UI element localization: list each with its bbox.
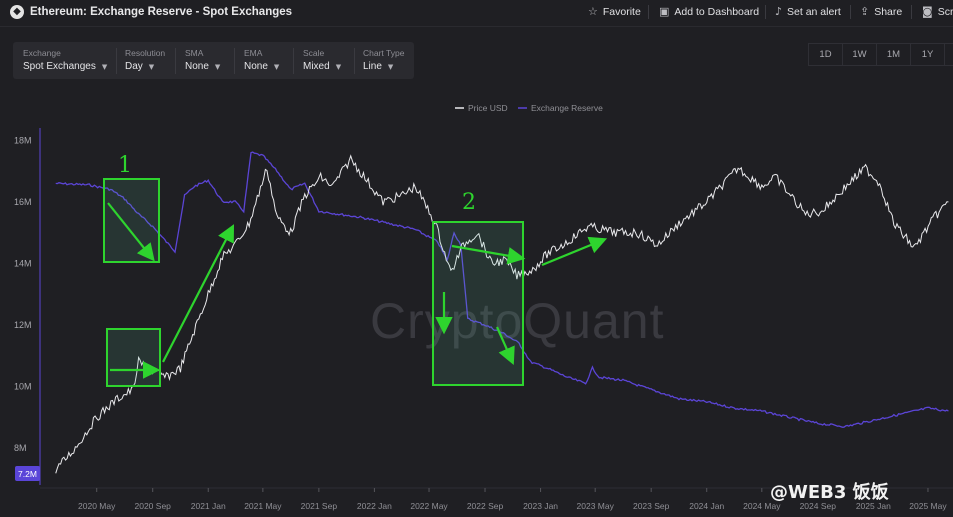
ema-label: EMA [244,48,263,58]
x-tick-label: 2023 Jan [523,501,558,511]
divider [354,48,355,74]
set-alert-button[interactable]: ♪ Set an alert [775,5,841,18]
resolution-value: Day [125,61,143,72]
share-icon: ⇪ [860,5,870,18]
camera-icon: ◙ [922,5,933,18]
add-dashboard-label: Add to Dashboard [674,5,760,18]
divider [234,48,235,74]
sma-select[interactable]: SMA None ▼ [185,48,220,72]
legend-entry: Price USD [468,103,508,113]
x-tick-label: 2021 May [244,501,282,511]
y-axis: 18M 16M 14M 12M 10M 8M [14,128,41,485]
divider [765,5,766,19]
scale-label: Scale [303,48,325,58]
add-to-dashboard-button[interactable]: ▣ Add to Dashboard [659,5,759,18]
caret-down-icon: ▼ [335,63,342,71]
x-tick-label: 2022 Jan [357,501,392,511]
exchange-label: Exchange [23,48,61,58]
chart-type-value: Line [363,61,382,72]
brand-overlay-text: @WEB3 饭饭 [770,482,889,503]
divider [293,48,294,74]
x-tick-label: 2024 Sep [800,501,837,511]
page-title: Ethereum: Exchange Reserve - Spot Exchan… [30,6,293,18]
divider [850,5,851,19]
y-tick-label: 16M [14,197,32,207]
brand-overlay: @WEB3 饭饭 [770,478,889,504]
filter-panel: Exchange Spot Exchanges ▼ Resolution Day ▼… [13,42,414,79]
annotation-box-2 [432,221,524,386]
dashboard-icon: ▣ [659,5,670,18]
y-tick-label: 12M [14,320,32,330]
ema-value: None [244,61,268,72]
x-tick-label: 2022 Sep [467,501,504,511]
annotation-arrow-up [162,224,235,363]
exchange-select[interactable]: Exchange Spot Exchanges ▼ [23,48,107,72]
chart-type-select[interactable]: Chart Type Line ▼ [363,48,404,72]
x-tick-label: 2021 Jan [191,501,226,511]
star-icon: ☆ [588,5,598,18]
sma-value: None [185,61,209,72]
cryptoquant-watermark: CryptoQuant [370,292,664,350]
range-selector: 1D 1W 1M 1Y Y [808,43,953,66]
annotation-arrow-right [451,244,526,265]
caret-down-icon: ▼ [214,63,221,71]
ethereum-logo-icon: ◆ [10,5,24,19]
divider [175,48,176,74]
legend-entry: Exchange Reserve [531,103,603,113]
screenshot-button[interactable]: ◙ Scr [922,5,953,18]
favorite-button[interactable]: ☆ Favorite [588,5,641,18]
share-button[interactable]: ⇪ Share [860,5,902,18]
y-tick-label: 10M [14,382,32,392]
annotation-arrow-down-3 [495,326,515,366]
caret-down-icon: ▼ [101,63,108,71]
chart-legend: Price USD Exchange Reserve [455,103,603,113]
x-tick-label: 2020 Sep [135,501,172,511]
current-value-badge: 7.2M [15,466,40,481]
top-bar: ◆ Ethereum: Exchange Reserve - Spot Exch… [0,0,953,27]
annotation-box-1 [103,178,160,263]
annotation-box-lower [106,328,161,387]
annotation-label-2: 2 [462,190,476,215]
bell-icon: ♪ [775,5,783,18]
divider [116,48,117,74]
annotation-label-1: 1 [118,153,132,178]
chart-type-label: Chart Type [363,48,405,58]
x-tick-label: 2022 May [410,501,448,511]
x-axis: 2020 May 2020 Sep 2021 Jan 2021 May 2021 Sep… [40,487,953,511]
y-tick-label: 14M [14,258,32,268]
annotation-layer: 12 [103,153,608,387]
y-tick-label: 8M [14,443,27,453]
set-alert-label: Set an alert [787,5,841,18]
caret-down-icon: ▼ [148,63,155,71]
x-tick-label: 2023 Sep [633,501,670,511]
x-tick-label: 2025 Jan [856,501,891,511]
scale-select[interactable]: Scale Mixed ▼ [303,48,341,72]
x-tick-label: 2021 Sep [301,501,338,511]
favorite-label: Favorite [602,5,641,18]
x-tick-label: 2020 May [78,501,116,511]
divider [648,5,649,19]
screenshot-label: Scr [937,5,953,18]
share-label: Share [874,5,903,18]
annotation-arrow-down-1 [107,202,155,262]
caret-down-icon: ▼ [387,63,394,71]
caret-down-icon: ▼ [273,63,280,71]
exchange-value: Spot Exchanges [23,61,96,72]
ema-select[interactable]: EMA None ▼ [244,48,279,72]
y-tick-label: 18M [14,135,32,145]
x-tick-label: 2024 May [743,501,781,511]
annotation-arrow-up-right [541,236,608,267]
x-tick-label: 2024 Jan [689,501,724,511]
range-all-button[interactable]: Y [944,43,953,66]
x-tick-label: 2025 May [909,501,947,511]
divider [911,5,912,19]
scale-value: Mixed [303,61,330,72]
resolution-label: Resolution [125,48,166,58]
resolution-select[interactable]: Resolution Day ▼ [125,48,165,72]
series-line-price-usd [55,154,949,474]
sma-label: SMA [185,48,204,58]
x-tick-label: 2023 May [577,501,615,511]
